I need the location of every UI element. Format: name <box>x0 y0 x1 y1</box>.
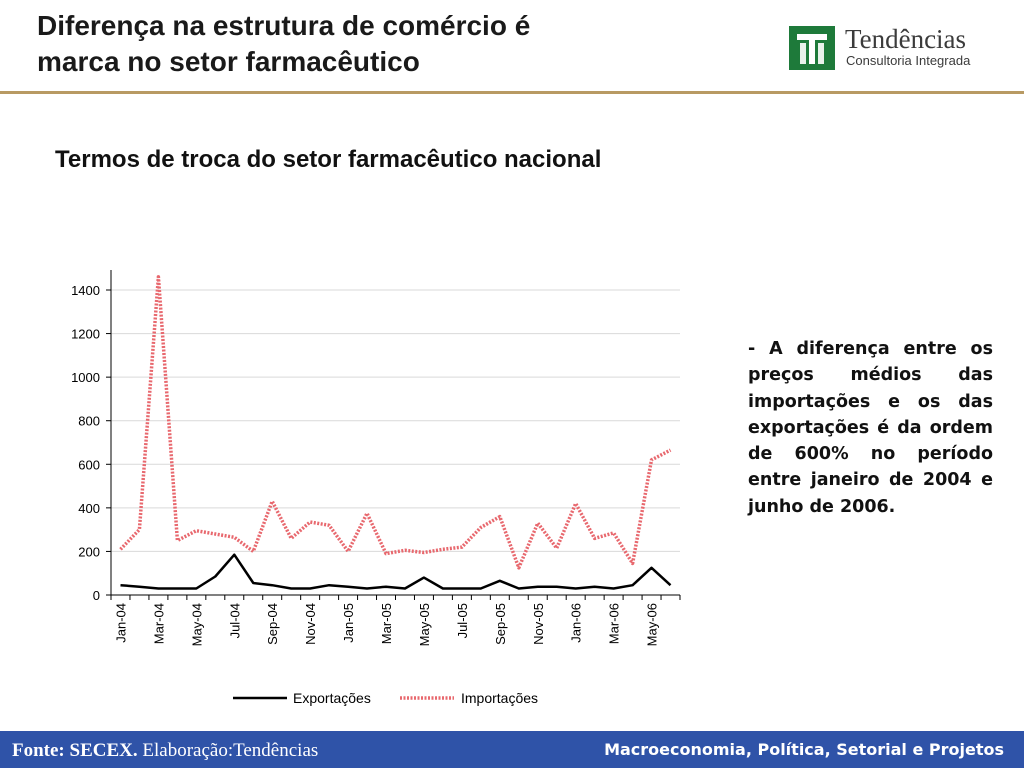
footer-source: Fonte: SECEX. Elaboração:Tendências <box>12 740 318 762</box>
x-tick-label: Sep-05 <box>493 603 508 645</box>
x-tick-label: Nov-04 <box>303 603 318 645</box>
x-tick-label: Nov-05 <box>531 603 546 645</box>
page-title-line-2: marca no setor farmacêutico <box>37 46 420 77</box>
y-tick-label: 1200 <box>71 327 100 342</box>
logo-name: Tendências <box>845 24 967 54</box>
logo-subtitle: Consultoria Integrada <box>846 53 971 68</box>
y-tick-label: 200 <box>78 544 100 559</box>
legend-label: Importações <box>461 690 538 706</box>
header-divider <box>0 91 1024 94</box>
page-title-line-1: Diferença na estrutura de comércio é <box>37 10 531 41</box>
series-line-importacoes <box>119 275 672 570</box>
side-note-text: - A diferença entre os preços médios das… <box>748 339 993 517</box>
x-tick-label: Jan-04 <box>113 603 128 643</box>
x-tick-label: May-05 <box>417 603 432 646</box>
y-tick-label: 400 <box>78 501 100 516</box>
x-tick-label: Jan-06 <box>569 603 584 643</box>
x-tick-label: Mar-06 <box>607 603 622 644</box>
x-tick-label: May-04 <box>189 603 204 646</box>
legend-label: Exportações <box>293 690 371 706</box>
footer-tagline: Macroeconomia, Política, Setorial e Proj… <box>604 740 1004 759</box>
x-tick-label: Mar-04 <box>151 603 166 644</box>
y-tick-label: 0 <box>93 588 100 603</box>
x-tick-label: Jul-05 <box>455 603 470 638</box>
x-tick-label: May-06 <box>645 603 660 646</box>
chart-title: Termos de troca do setor farmacêutico na… <box>55 146 602 173</box>
footer-source-label: Fonte: SECEX. <box>12 740 138 761</box>
footer-bar: Fonte: SECEX. Elaboração:Tendências Macr… <box>0 731 1024 768</box>
x-tick-label: Jul-04 <box>227 603 242 638</box>
company-logo: Tendências Consultoria Integrada <box>789 24 1009 72</box>
x-tick-label: Mar-05 <box>379 603 394 644</box>
logo-mark-icon <box>789 26 835 70</box>
series-line-exportacoes <box>120 553 672 590</box>
y-tick-label: 600 <box>78 457 100 472</box>
page-title: Diferença na estrutura de comércio é mar… <box>37 8 737 80</box>
y-tick-label: 800 <box>78 414 100 429</box>
y-tick-label: 1400 <box>71 283 100 298</box>
x-tick-label: Jan-05 <box>341 603 356 643</box>
footer-source-rest: Elaboração:Tendências <box>137 740 319 761</box>
y-tick-label: 1000 <box>71 370 100 385</box>
x-tick-label: Sep-04 <box>265 603 280 645</box>
